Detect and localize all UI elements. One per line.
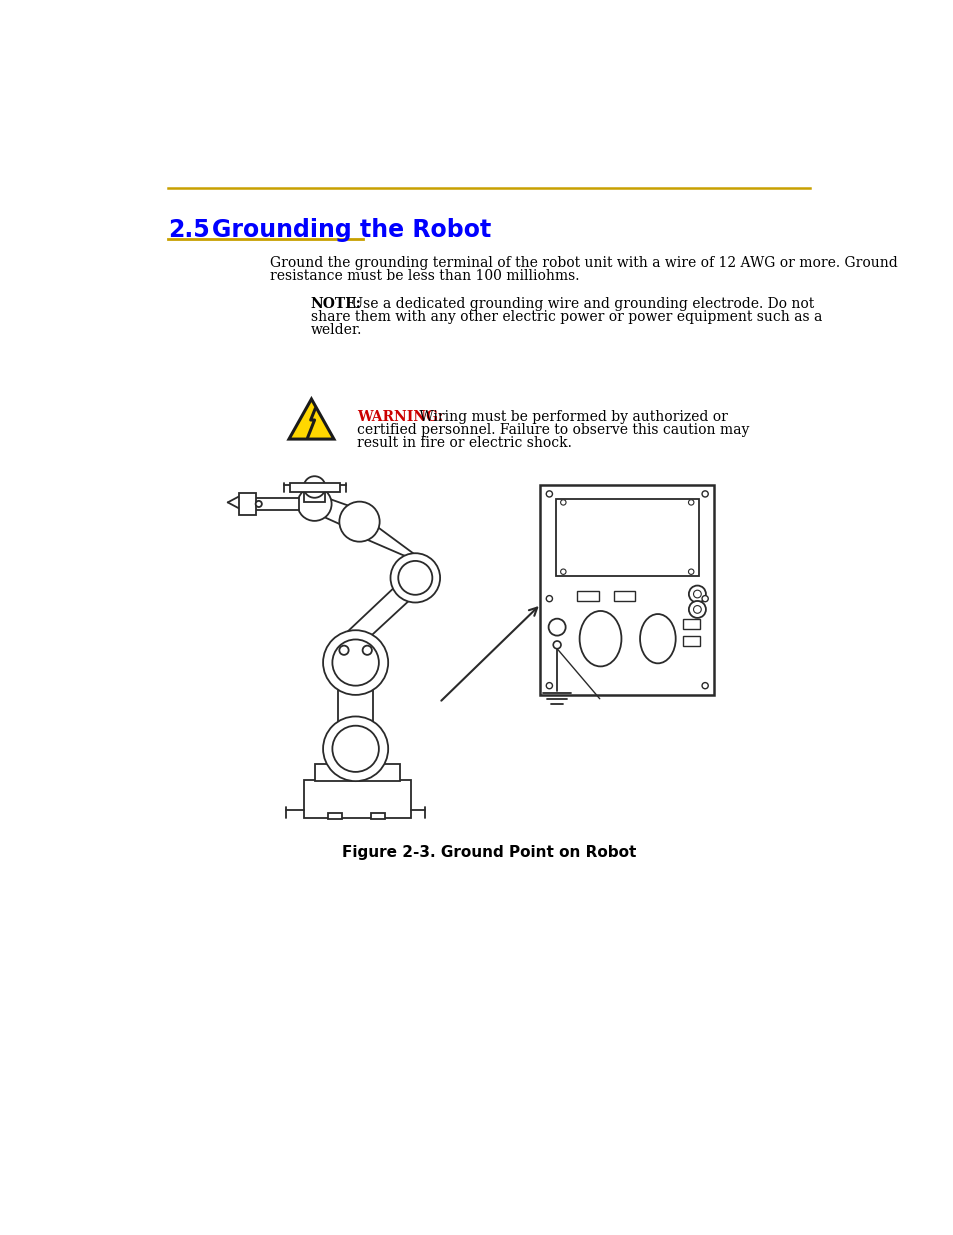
Text: Ground the grounding terminal of the robot unit with a wire of 12 AWG or more. G: Ground the grounding terminal of the rob… (270, 256, 897, 270)
Circle shape (332, 640, 378, 685)
Polygon shape (289, 399, 334, 440)
Bar (290, 483, 340, 493)
Bar (555, 499, 699, 576)
Circle shape (323, 630, 388, 695)
Text: result in fire or electric shock.: result in fire or electric shock. (356, 436, 572, 451)
Circle shape (303, 477, 325, 498)
Circle shape (323, 716, 388, 782)
Text: Wiring must be performed by authorized or: Wiring must be performed by authorized o… (415, 410, 726, 424)
Circle shape (693, 590, 700, 598)
Text: certified personnel. Failure to observe this caution may: certified personnel. Failure to observe … (356, 424, 749, 437)
Polygon shape (348, 524, 427, 564)
Text: WARNING:: WARNING: (356, 410, 443, 424)
Ellipse shape (639, 614, 675, 663)
Text: 2.5: 2.5 (168, 217, 210, 242)
Circle shape (546, 490, 552, 496)
Circle shape (339, 646, 348, 655)
Circle shape (560, 569, 565, 574)
Circle shape (546, 595, 552, 601)
Bar (682, 636, 700, 646)
Circle shape (701, 595, 707, 601)
Circle shape (390, 553, 439, 603)
Polygon shape (341, 578, 425, 637)
Circle shape (546, 683, 552, 689)
Bar (337, 676, 373, 748)
Text: NOTE:: NOTE: (311, 296, 361, 311)
Text: Grounding the Robot: Grounding the Robot (212, 217, 491, 242)
Circle shape (362, 646, 372, 655)
Circle shape (397, 561, 432, 595)
Circle shape (688, 601, 705, 618)
Circle shape (332, 726, 378, 772)
Circle shape (548, 619, 565, 636)
Circle shape (688, 585, 705, 603)
Circle shape (255, 501, 261, 508)
Circle shape (560, 500, 565, 505)
Circle shape (701, 490, 707, 496)
Bar (682, 620, 700, 630)
Bar (314, 764, 399, 782)
Circle shape (339, 501, 379, 542)
Circle shape (297, 487, 332, 521)
Bar (371, 813, 385, 819)
Circle shape (688, 500, 693, 505)
Text: welder.: welder. (311, 324, 362, 337)
Text: Figure 2-3. Ground Point on Robot: Figure 2-3. Ground Point on Robot (341, 845, 636, 860)
Circle shape (693, 605, 700, 614)
Ellipse shape (579, 611, 620, 667)
Text: resistance must be less than 100 milliohms.: resistance must be less than 100 millioh… (270, 269, 579, 283)
Bar (303, 487, 325, 503)
Circle shape (553, 641, 560, 648)
Text: share them with any other electric power or power equipment such as a: share them with any other electric power… (311, 310, 821, 324)
Bar (239, 493, 256, 515)
Bar (251, 498, 298, 510)
Circle shape (688, 569, 693, 574)
Bar (539, 484, 714, 695)
Bar (613, 592, 635, 601)
Bar (577, 592, 598, 601)
Bar (303, 779, 410, 818)
Polygon shape (305, 499, 372, 527)
Circle shape (701, 683, 707, 689)
Bar (328, 813, 342, 819)
Text: Use a dedicated grounding wire and grounding electrode. Do not: Use a dedicated grounding wire and groun… (347, 296, 814, 311)
